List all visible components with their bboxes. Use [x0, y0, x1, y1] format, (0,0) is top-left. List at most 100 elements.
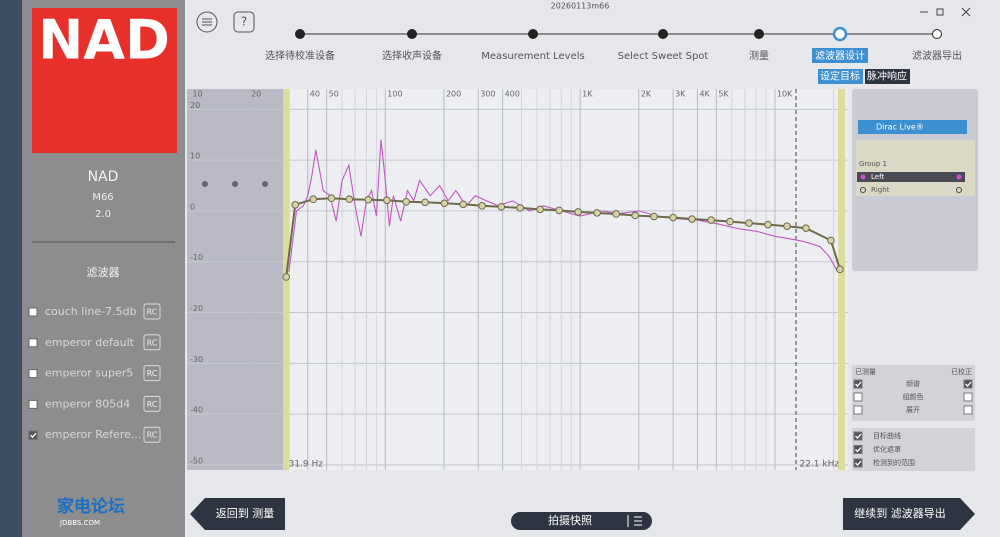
excluded-range: [187, 89, 289, 470]
tab-label: 设定目标: [820, 70, 860, 83]
view-row-label: 组颜色: [903, 392, 924, 401]
target-point[interactable]: [726, 217, 734, 226]
checkbox[interactable]: [853, 392, 863, 402]
back-label: 返回到 测量: [216, 507, 275, 520]
step-dot[interactable]: [932, 29, 942, 39]
target-point[interactable]: [593, 209, 601, 217]
target-point[interactable]: [497, 203, 506, 211]
checkmark: [855, 381, 862, 387]
step-label-bg: [812, 48, 868, 63]
snapshot-icon: [627, 515, 642, 527]
target-point[interactable]: [516, 204, 524, 212]
target-point[interactable]: [574, 208, 582, 216]
filter-tag-box[interactable]: [143, 426, 161, 443]
tab[interactable]: [818, 69, 863, 84]
target-point[interactable]: [282, 273, 290, 281]
next-button[interactable]: [843, 498, 975, 530]
target-point[interactable]: [309, 195, 318, 204]
checkbox[interactable]: [853, 445, 863, 454]
system-row[interactable]: [858, 120, 967, 134]
option-label: 优化遮罩: [873, 445, 901, 454]
snapshot-label: 拍摄快照: [548, 513, 592, 527]
x-tick-label: 3K: [675, 90, 686, 99]
step-dot[interactable]: [658, 29, 668, 39]
help-button[interactable]: [233, 11, 255, 33]
target-point[interactable]: [783, 222, 791, 230]
target-point[interactable]: [707, 216, 715, 224]
target-point[interactable]: [650, 212, 658, 221]
target-point[interactable]: [478, 202, 486, 210]
target-point[interactable]: [669, 213, 677, 222]
step-dot[interactable]: [407, 29, 417, 39]
checkmark: [855, 447, 862, 453]
step-label: 测量: [749, 49, 769, 62]
target-point[interactable]: [764, 220, 772, 229]
step-dot[interactable]: [295, 29, 305, 39]
checkbox[interactable]: [28, 307, 38, 317]
target-point[interactable]: [402, 197, 410, 206]
filter-tag-box[interactable]: [143, 303, 161, 320]
x-tick-label: 400: [505, 90, 520, 99]
target-point[interactable]: [440, 199, 449, 208]
target-point[interactable]: [536, 205, 544, 214]
x-tick-label: 200: [446, 90, 461, 99]
tab[interactable]: [865, 69, 910, 84]
target-point[interactable]: [383, 196, 391, 205]
watermark-site: JDBBS.COM: [59, 519, 100, 527]
measured-curve: [288, 139, 839, 273]
step-dot[interactable]: [754, 29, 764, 39]
back-button[interactable]: [190, 498, 285, 530]
x-tick-label: 10: [192, 90, 202, 99]
window-controls[interactable]: [920, 7, 971, 17]
checkbox[interactable]: [853, 405, 863, 415]
range-band: [838, 89, 846, 470]
filter-tag-box[interactable]: [143, 395, 161, 412]
target-point[interactable]: [327, 194, 336, 203]
channel-row-selected[interactable]: [857, 172, 965, 182]
step-dot-active[interactable]: [832, 26, 848, 42]
snapshot-button[interactable]: [511, 512, 652, 530]
y-tick-label: 20: [190, 101, 200, 110]
group-name: Group 1: [859, 160, 887, 168]
option-label: 检测到的范围: [873, 458, 915, 467]
section-title: 滤波器: [87, 266, 120, 279]
checkbox[interactable]: [963, 405, 973, 415]
checkbox[interactable]: [28, 430, 38, 440]
checkbox[interactable]: [28, 399, 38, 409]
filter-tag: RC: [147, 338, 158, 347]
target-point[interactable]: [612, 210, 620, 218]
target-point[interactable]: [291, 201, 300, 209]
target-point[interactable]: [631, 211, 639, 220]
checkbox[interactable]: [28, 338, 38, 348]
target-point[interactable]: [459, 200, 467, 209]
filter-tag-box[interactable]: [143, 365, 161, 382]
target-point[interactable]: [827, 236, 835, 245]
checkbox[interactable]: [963, 392, 973, 402]
target-point[interactable]: [555, 206, 563, 215]
target-point[interactable]: [364, 195, 373, 204]
target-point[interactable]: [421, 198, 429, 207]
checkbox[interactable]: [853, 431, 863, 441]
step-dot[interactable]: [528, 29, 538, 39]
checkbox[interactable]: [853, 458, 863, 468]
channel-dot: [956, 187, 962, 193]
logo-text: NAD: [38, 9, 170, 72]
target-point[interactable]: [802, 224, 810, 232]
checkbox[interactable]: [853, 379, 863, 389]
filter-tag-box[interactable]: [143, 334, 161, 351]
view-header: 已测量: [855, 368, 876, 376]
target-point[interactable]: [745, 219, 753, 227]
target-point[interactable]: [345, 195, 354, 204]
step-label: 滤波器设计: [815, 49, 865, 62]
checkbox[interactable]: [963, 379, 973, 389]
target-point[interactable]: [836, 265, 844, 274]
x-tick-label: 100: [387, 90, 402, 99]
target-point[interactable]: [688, 215, 696, 223]
filter-tag: RC: [147, 308, 158, 317]
menu-button[interactable]: [196, 11, 218, 33]
filter-name: emperor 805d4: [45, 397, 130, 410]
x-tick-label: 20: [251, 90, 261, 99]
checkbox[interactable]: [28, 369, 38, 379]
step-label: 选择收声设备: [382, 49, 442, 62]
